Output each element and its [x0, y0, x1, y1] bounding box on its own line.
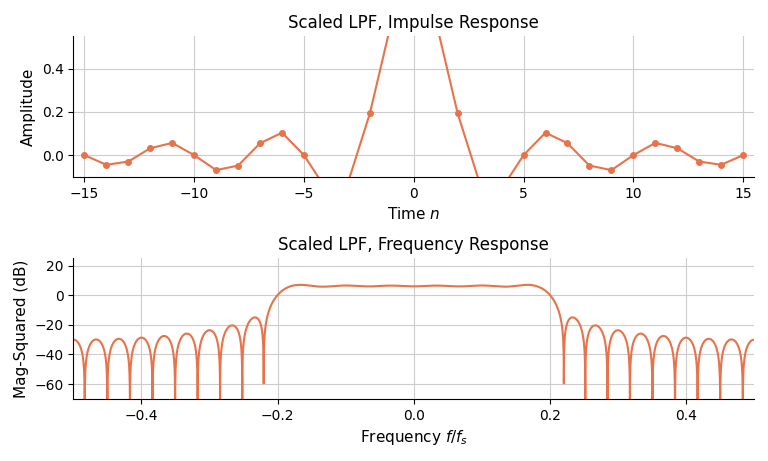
X-axis label: Frequency $f/f_s$: Frequency $f/f_s$	[359, 428, 468, 447]
Y-axis label: Mag-Squared (dB): Mag-Squared (dB)	[14, 260, 29, 398]
X-axis label: Time $n$: Time $n$	[387, 206, 440, 222]
Title: Scaled LPF, Impulse Response: Scaled LPF, Impulse Response	[288, 14, 539, 32]
Title: Scaled LPF, Frequency Response: Scaled LPF, Frequency Response	[278, 236, 549, 254]
Y-axis label: Amplitude: Amplitude	[22, 67, 36, 146]
